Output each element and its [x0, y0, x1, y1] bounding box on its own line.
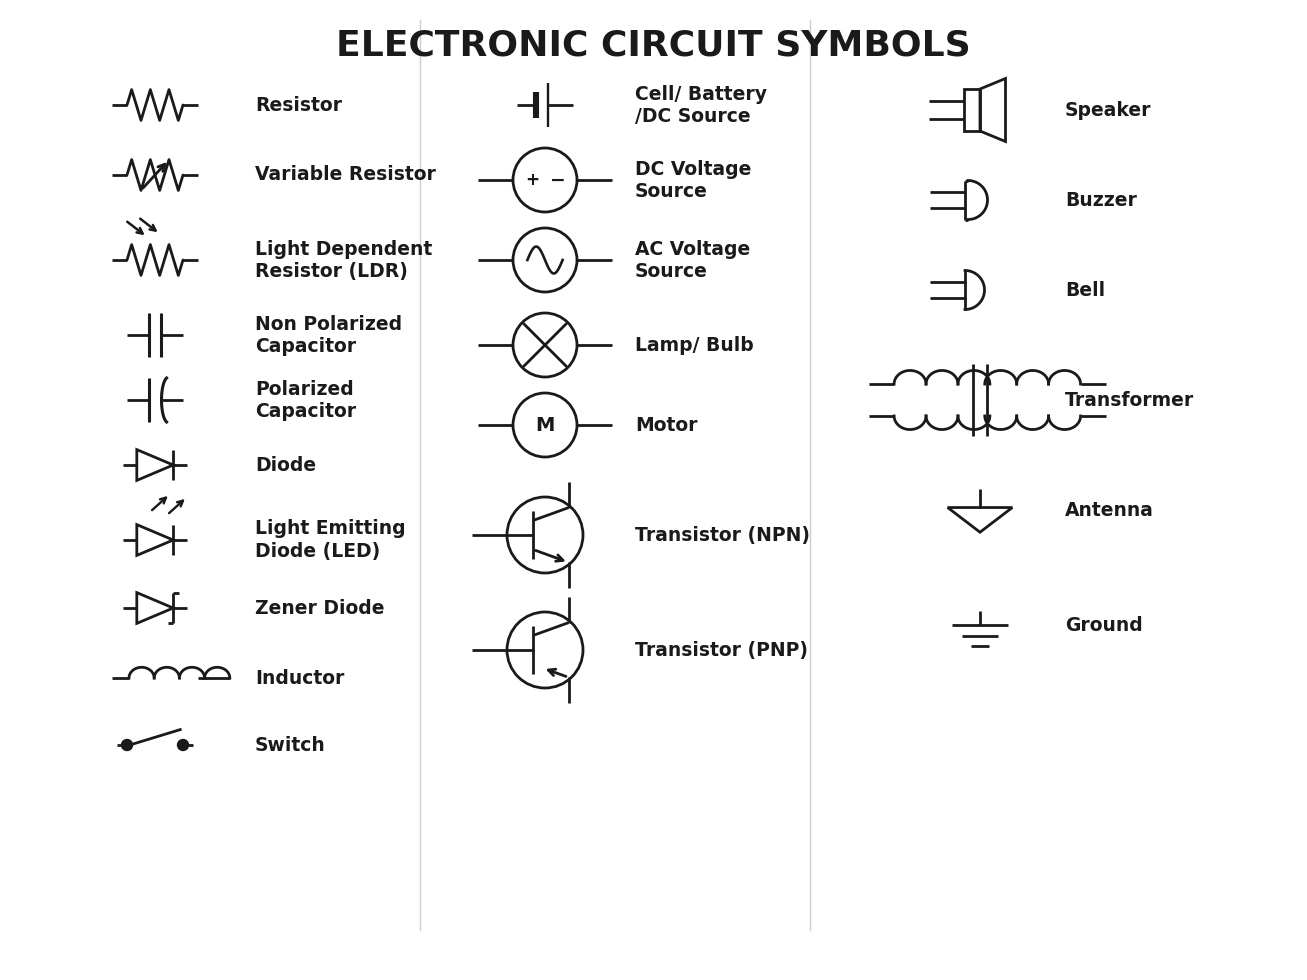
Text: Ground: Ground: [1065, 615, 1142, 634]
Text: Variable Resistor: Variable Resistor: [255, 166, 435, 184]
Text: Light Emitting
Diode (LED): Light Emitting Diode (LED): [255, 519, 405, 561]
Text: Transformer: Transformer: [1065, 390, 1195, 410]
Text: AC Voltage
Source: AC Voltage Source: [635, 239, 750, 280]
Circle shape: [178, 740, 188, 751]
Text: Inductor: Inductor: [255, 668, 344, 688]
Text: Light Dependent
Resistor (LDR): Light Dependent Resistor (LDR): [255, 239, 433, 280]
Text: M: M: [536, 416, 554, 434]
Text: Transistor (PNP): Transistor (PNP): [635, 641, 808, 660]
Text: Switch: Switch: [255, 736, 325, 755]
Circle shape: [122, 740, 132, 751]
Text: Speaker: Speaker: [1065, 101, 1151, 120]
Text: Buzzer: Buzzer: [1065, 190, 1137, 210]
Text: −: −: [550, 171, 566, 189]
Text: Lamp/ Bulb: Lamp/ Bulb: [635, 335, 754, 355]
Text: Non Polarized
Capacitor: Non Polarized Capacitor: [255, 315, 403, 356]
Text: +: +: [525, 171, 540, 189]
Text: Zener Diode: Zener Diode: [255, 599, 384, 617]
Text: ELECTRONIC CIRCUIT SYMBOLS: ELECTRONIC CIRCUIT SYMBOLS: [336, 28, 971, 62]
Text: Diode: Diode: [255, 456, 316, 474]
Text: Motor: Motor: [635, 416, 698, 434]
Text: Transistor (NPN): Transistor (NPN): [635, 525, 810, 545]
Text: DC Voltage
Source: DC Voltage Source: [635, 160, 752, 201]
Text: Polarized
Capacitor: Polarized Capacitor: [255, 379, 356, 420]
Text: Antenna: Antenna: [1065, 501, 1154, 519]
Text: Cell/ Battery
/DC Source: Cell/ Battery /DC Source: [635, 84, 767, 125]
Text: Resistor: Resistor: [255, 95, 342, 115]
Text: Bell: Bell: [1065, 280, 1106, 300]
